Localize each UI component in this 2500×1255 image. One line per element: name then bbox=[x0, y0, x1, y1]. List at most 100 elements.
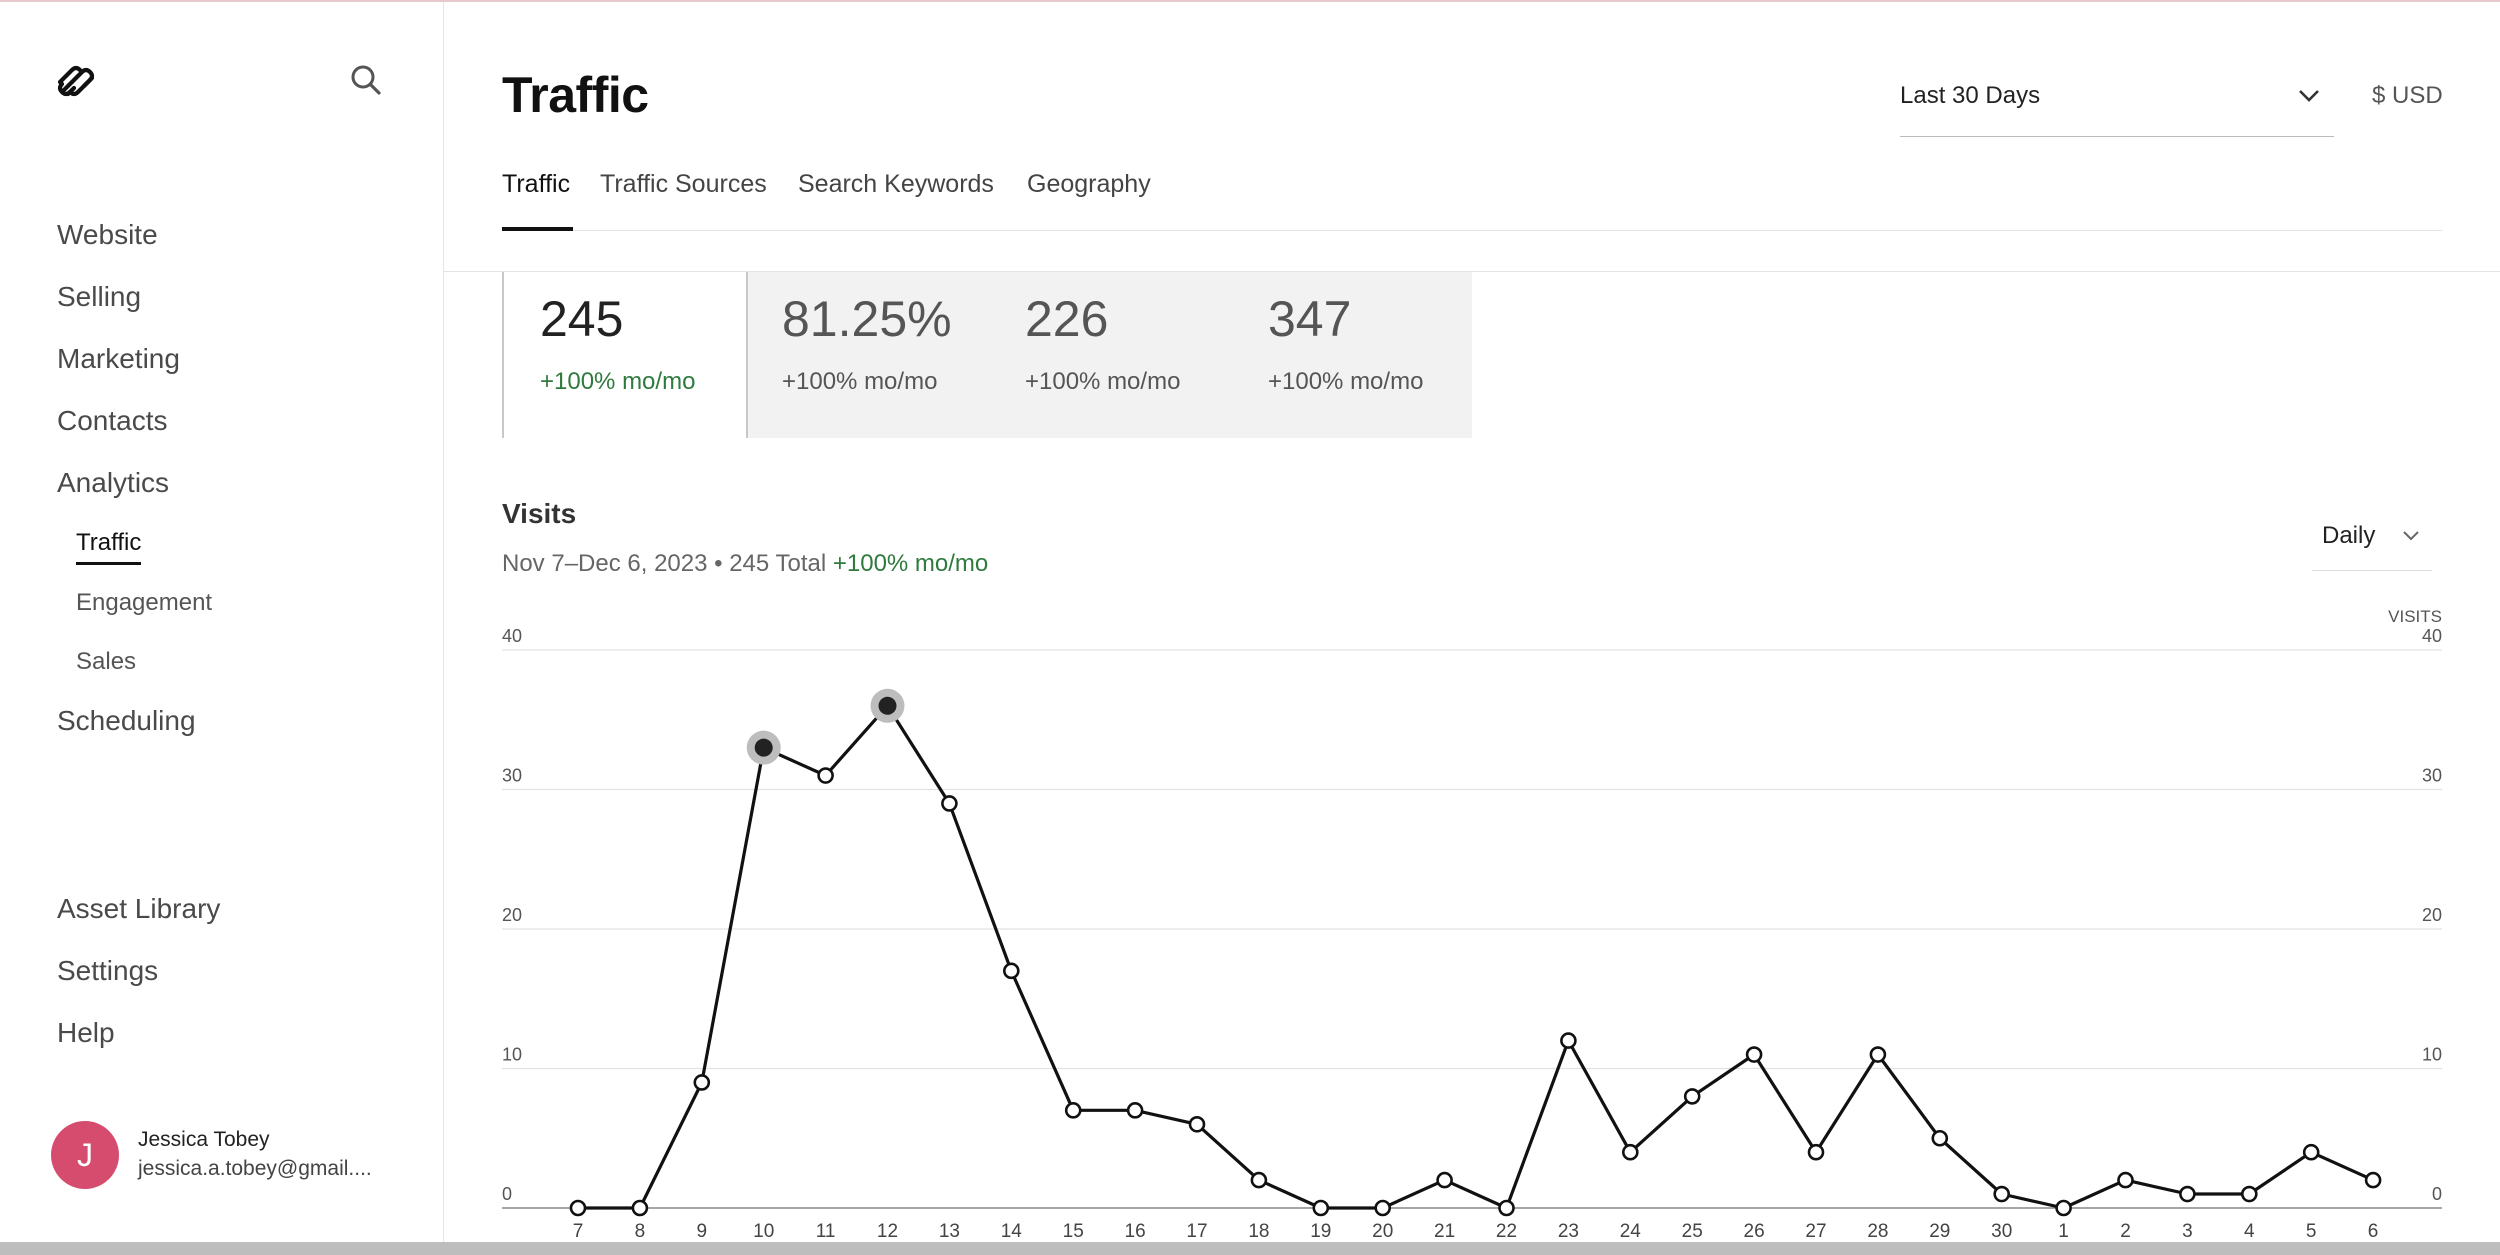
x-tick-label: 5 bbox=[2306, 1221, 2317, 1242]
y-tick-label-right: 0 bbox=[2432, 1184, 2442, 1204]
metric-change-bounce-rate: +100% mo/mo bbox=[782, 368, 938, 395]
data-point bbox=[1188, 1116, 1206, 1133]
chevron-down-icon bbox=[2403, 531, 2419, 541]
sidebar-subitem-engagement[interactable]: Engagement bbox=[76, 589, 213, 616]
sidebar-item-marketing[interactable]: Marketing bbox=[57, 343, 180, 374]
data-point bbox=[1683, 1088, 1701, 1105]
x-tick-label: 16 bbox=[1125, 1221, 1146, 1242]
data-point bbox=[1126, 1102, 1144, 1119]
sidebar-item-website[interactable]: Website bbox=[57, 219, 158, 250]
active-tab-indicator bbox=[502, 227, 573, 231]
sidebar-item-help[interactable]: Help bbox=[57, 1017, 115, 1048]
x-tick-label: 2 bbox=[2120, 1221, 2131, 1242]
y-tick-label-left: 10 bbox=[502, 1045, 522, 1065]
metric-value-unique-visitors[interactable]: 226 bbox=[1025, 291, 1109, 347]
series-line bbox=[578, 704, 2374, 1210]
visits-title: Visits bbox=[502, 498, 577, 529]
data-point bbox=[817, 767, 834, 784]
x-tick-label: 13 bbox=[939, 1221, 960, 1242]
window-top-border bbox=[0, 0, 2500, 2]
sidebar-item-contacts[interactable]: Contacts bbox=[57, 405, 168, 436]
x-tick-label: 3 bbox=[2182, 1221, 2193, 1242]
data-point bbox=[1869, 1046, 1887, 1063]
data-point bbox=[1498, 1199, 1515, 1217]
user-email[interactable]: jessica.a.tobey@gmail.... bbox=[138, 1157, 372, 1180]
currency-label[interactable]: $ USD bbox=[2372, 82, 2443, 109]
visits-change: +100% mo/mo bbox=[832, 550, 989, 577]
x-tick-label: 18 bbox=[1248, 1221, 1269, 1242]
x-tick-label: 24 bbox=[1620, 1221, 1642, 1242]
tab-traffic-sources[interactable]: Traffic Sources bbox=[600, 170, 767, 198]
data-point bbox=[2302, 1143, 2320, 1161]
metric-card-visits[interactable] bbox=[502, 272, 748, 438]
y-tick-label-right: 30 bbox=[2422, 766, 2442, 786]
sidebar-item-analytics[interactable]: Analytics bbox=[57, 467, 170, 498]
x-tick-label: 26 bbox=[1744, 1221, 1765, 1242]
visits-subtitle: Nov 7–Dec 6, 2023 • 245 Total +100% mo/m… bbox=[502, 550, 988, 578]
x-tick-label: 22 bbox=[1496, 1221, 1517, 1242]
x-tick-label: 25 bbox=[1682, 1221, 1703, 1242]
data-point bbox=[569, 1199, 587, 1217]
sidebar-item-asset-library[interactable]: Asset Library bbox=[57, 893, 221, 924]
data-point bbox=[1560, 1032, 1577, 1049]
data-point-halo bbox=[870, 688, 905, 723]
tab-traffic[interactable]: Traffic bbox=[502, 170, 571, 198]
window-bottom-edge bbox=[0, 1242, 2500, 1255]
data-point-highlighted bbox=[754, 738, 773, 757]
user-name[interactable]: Jessica Tobey bbox=[138, 1128, 270, 1151]
squarespace-logo-icon[interactable] bbox=[54, 62, 98, 102]
metric-value-bounce-rate[interactable]: 81.25% bbox=[782, 291, 952, 347]
page-title: Traffic bbox=[502, 67, 649, 123]
data-point bbox=[1436, 1171, 1453, 1189]
avatar[interactable]: J bbox=[51, 1121, 119, 1189]
tab-geography[interactable]: Geography bbox=[1027, 170, 1151, 198]
x-tick-label: 6 bbox=[2368, 1221, 2379, 1242]
chevron-down-icon bbox=[2299, 90, 2319, 102]
search-icon[interactable] bbox=[348, 62, 384, 98]
data-point bbox=[1312, 1199, 1330, 1217]
tabs-divider bbox=[502, 230, 2442, 231]
data-point-highlighted bbox=[878, 696, 897, 715]
metric-label-bounce-rate bbox=[782, 272, 904, 282]
metric-change-unique-visitors: +100% mo/mo bbox=[1025, 368, 1181, 395]
tab-search-keywords[interactable]: Search Keywords bbox=[798, 170, 994, 198]
sidebar: Website Selling Marketing Contacts Analy… bbox=[0, 2, 444, 1242]
y-tick-label-right: 20 bbox=[2422, 905, 2442, 925]
data-point bbox=[2179, 1185, 2196, 1203]
metric-change-visits: +100% mo/mo bbox=[540, 368, 696, 395]
x-tick-label: 10 bbox=[753, 1221, 774, 1242]
sidebar-subitem-sales[interactable]: Sales bbox=[76, 648, 137, 675]
data-point bbox=[1931, 1129, 1949, 1147]
data-point bbox=[2364, 1171, 2382, 1189]
data-point bbox=[1993, 1185, 2010, 1203]
interval-select[interactable]: Daily bbox=[2312, 514, 2432, 571]
x-tick-label: 27 bbox=[1805, 1221, 1826, 1242]
data-point bbox=[941, 795, 958, 812]
y-tick-label-left: 0 bbox=[502, 1184, 512, 1204]
x-tick-label: 15 bbox=[1063, 1221, 1084, 1242]
data-point bbox=[2055, 1199, 2072, 1217]
y-axis-title: VISITS bbox=[2388, 607, 2442, 626]
x-tick-label: 9 bbox=[697, 1221, 708, 1242]
data-point bbox=[1064, 1102, 1082, 1119]
x-tick-label: 1 bbox=[2058, 1221, 2069, 1242]
date-range-select[interactable]: Last 30 Days bbox=[1900, 78, 2334, 137]
x-tick-label: 28 bbox=[1867, 1221, 1888, 1242]
data-point bbox=[2117, 1171, 2134, 1189]
interval-value: Daily bbox=[2322, 522, 2376, 549]
data-point bbox=[2241, 1185, 2258, 1203]
x-tick-label: 4 bbox=[2244, 1221, 2255, 1242]
sidebar-item-selling[interactable]: Selling bbox=[57, 281, 142, 312]
sidebar-item-scheduling[interactable]: Scheduling bbox=[57, 705, 196, 736]
data-point bbox=[1622, 1143, 1639, 1161]
metric-value-visits: 245 bbox=[540, 291, 624, 347]
data-point bbox=[1374, 1199, 1391, 1217]
x-tick-label: 8 bbox=[635, 1221, 646, 1242]
x-tick-label: 19 bbox=[1310, 1221, 1331, 1242]
metric-value-pageviews[interactable]: 347 bbox=[1268, 291, 1352, 347]
metric-label-unique-visitors bbox=[1025, 272, 1171, 282]
x-tick-label: 30 bbox=[1991, 1221, 2012, 1242]
sidebar-subitem-traffic[interactable]: Traffic bbox=[76, 529, 142, 565]
data-point bbox=[693, 1074, 711, 1091]
sidebar-item-settings[interactable]: Settings bbox=[57, 955, 159, 986]
